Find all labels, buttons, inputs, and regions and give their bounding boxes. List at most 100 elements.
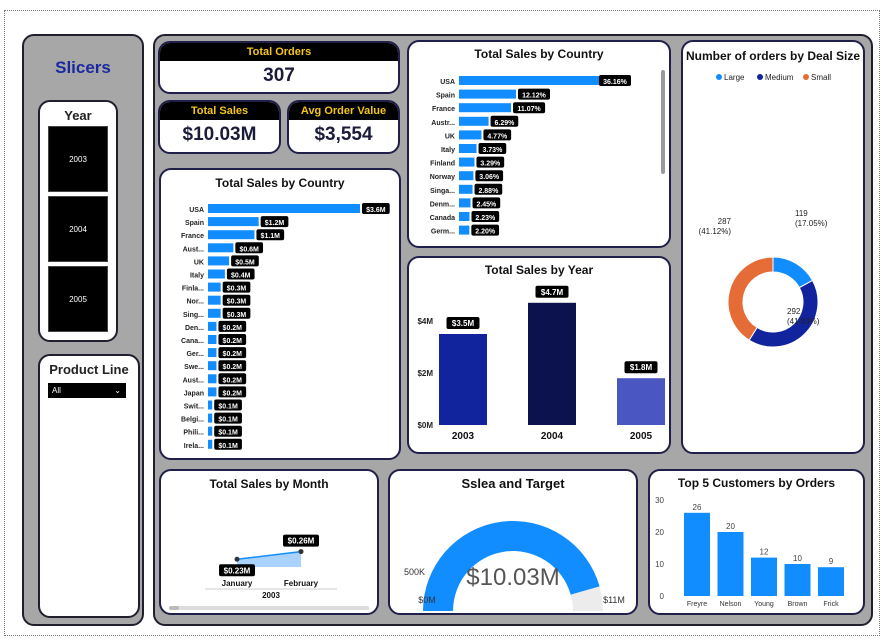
data-label: 3.06% [479, 174, 500, 181]
top-customers-chart: 0 10 20 30 26 Freyre 20 Nelson 12 Young 10 Brown 9 Fr… [655, 496, 844, 608]
bar [208, 400, 213, 410]
bar [208, 387, 217, 397]
data-label-bg [362, 203, 390, 214]
bar [459, 225, 470, 235]
bar [208, 243, 234, 253]
kpi-avg-order-value-value: $3,554 [314, 124, 373, 145]
data-label-bg [214, 412, 242, 424]
data-label-bg [474, 183, 503, 195]
x-category-label: 2003 [452, 431, 475, 442]
data-label-bg [472, 197, 501, 209]
year-option-2005[interactable]: 2005 [48, 266, 108, 332]
kpi-total-sales-label: Total Sales [160, 102, 279, 120]
data-label-bg [483, 129, 512, 141]
top-customers-title: Top 5 Customers by Orders [677, 476, 836, 490]
bar [459, 212, 470, 221]
data-label-bg [283, 534, 319, 547]
kpi-avg-order-label: Avg Order Value [289, 102, 398, 120]
data-label: $0.1M [218, 443, 238, 450]
data-label: $1.8M [630, 363, 653, 372]
data-label: $0.5M [235, 259, 255, 266]
slice-pct-label: (17.05%) [795, 219, 828, 228]
x-group-label: 2003 [262, 591, 280, 600]
data-label-bg [513, 102, 546, 114]
kpi-total-orders-label: Total Orders [160, 43, 398, 61]
bar [208, 348, 217, 358]
product-line-slicer: Product Line All ⌄ [38, 354, 140, 618]
kpi-total-orders-value: 307 [263, 65, 295, 86]
deal-size-title: Number of orders by Deal Size [685, 49, 861, 63]
category-label: France [432, 106, 455, 113]
x-category-label: Frick [823, 601, 839, 608]
scrollbar[interactable] [661, 70, 665, 174]
data-label: $0.4M [231, 273, 251, 280]
data-label: 9 [829, 557, 834, 566]
bar [208, 335, 217, 344]
bar [208, 256, 230, 266]
data-label-bg [214, 438, 242, 450]
data-label: $0.2M [223, 338, 243, 345]
data-label: $0.26M [288, 537, 315, 546]
sales-by-year-title: Total Sales by Year [484, 263, 594, 277]
sales-by-month-chart: $0.23M January $0.26M February 2003 [205, 534, 337, 600]
category-label: Ger... [186, 351, 204, 358]
data-label-bg [226, 268, 255, 280]
scrollbar-thumb[interactable] [169, 606, 179, 610]
kpi-total-sales: Total Sales $10.03M [158, 100, 281, 154]
data-label-bg [218, 334, 247, 345]
data-label-bg [446, 317, 480, 329]
data-label: 6.29% [494, 120, 515, 127]
bar [459, 184, 473, 194]
bar [208, 308, 221, 318]
gauge-max-label: $11M [603, 595, 625, 605]
y-tick-label: 10 [655, 560, 664, 569]
legend-label: Medium [765, 73, 794, 82]
data-label: 26 [693, 503, 702, 512]
data-label: $0.1M [218, 417, 238, 424]
data-label-bg [218, 320, 247, 332]
data-label: 11.07% [517, 106, 541, 113]
sales-target-card: Sslea and Target $10.03M $0M $11M 500K [388, 469, 638, 615]
data-label: $3.6M [366, 207, 386, 214]
slice-value-label: 119 [795, 209, 808, 218]
category-label: Japan [184, 390, 204, 397]
horizontal-scrollbar[interactable] [169, 606, 369, 610]
legend-label: Small [811, 73, 831, 82]
data-label-bg [260, 216, 289, 228]
sales-by-country-pct-card: Total Sales by Country USA 36.16% Spain 12.… [407, 40, 671, 248]
product-line-title: Product Line [49, 362, 129, 377]
data-label: $0.3M [227, 286, 247, 293]
sales-target-chart: $10.03M $0M $11M 500K [404, 520, 625, 611]
slice-pct-label: (41.83%) [787, 317, 820, 326]
data-label: 12 [760, 548, 769, 557]
bar [459, 157, 475, 167]
legend-marker [716, 74, 722, 80]
bar [459, 130, 482, 140]
bar [617, 378, 665, 425]
category-label: Nor... [186, 299, 204, 306]
x-category-label: 2004 [541, 431, 564, 442]
bar [208, 374, 217, 384]
x-category-label: Brown [788, 601, 808, 608]
data-label: $4.7M [541, 288, 564, 297]
year-option-2003[interactable]: 2003 [48, 126, 108, 192]
category-label: Spain [436, 93, 455, 100]
category-label: Irela... [184, 443, 204, 450]
x-category-label: Young [754, 601, 774, 608]
category-label: UK [445, 133, 455, 140]
data-label: $0.2M [223, 390, 243, 397]
legend-marker [757, 74, 763, 80]
y-tick-label: $0M [417, 421, 433, 430]
y-tick-label: 20 [655, 528, 664, 537]
sales-by-country-pct-title: Total Sales by Country [474, 47, 604, 61]
product-line-dropdown[interactable]: All ⌄ [48, 383, 126, 398]
year-option-2004[interactable]: 2004 [48, 196, 108, 262]
data-label-bg [256, 229, 285, 241]
gauge-value: $10.03M [466, 564, 559, 591]
data-label-bg [219, 564, 255, 577]
data-label-bg [214, 399, 242, 411]
donut-slice [727, 256, 774, 341]
bar [208, 204, 360, 213]
x-category-label: Nelson [720, 601, 742, 608]
slice-value-label: 287 [718, 217, 732, 226]
